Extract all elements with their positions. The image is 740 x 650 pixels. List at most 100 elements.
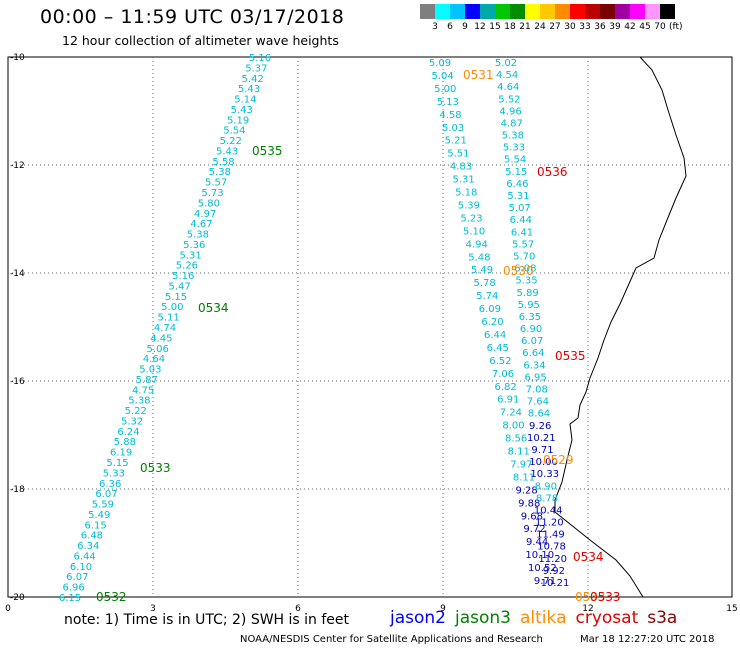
wave-height-value: 5.54 xyxy=(223,126,245,137)
wave-height-value: 5.88 xyxy=(114,437,136,448)
legend-swatch xyxy=(450,4,465,19)
wave-height-value: 6.07 xyxy=(521,336,543,347)
wave-height-value: 5.73 xyxy=(201,188,223,199)
wave-height-value: 5.26 xyxy=(176,261,198,272)
wave-height-value: 5.43 xyxy=(216,146,238,157)
wave-height-value: 5.16 xyxy=(249,53,271,64)
wave-height-value: 4.64 xyxy=(497,82,519,93)
wave-height-value: 4.87 xyxy=(501,118,523,129)
wave-height-value: 5.51 xyxy=(447,149,469,160)
pass-time-label: 0532 xyxy=(96,590,127,604)
legend-swatch xyxy=(465,4,480,19)
wave-height-value: 5.38 xyxy=(187,230,209,241)
legend-tick: 45 xyxy=(639,22,651,32)
y-tick-label: -16 xyxy=(10,377,25,387)
wave-height-value: 5.37 xyxy=(245,63,267,74)
wave-height-value: 5.19 xyxy=(227,115,249,126)
wave-height-value: 5.43 xyxy=(231,105,253,116)
timestamp-text: Mar 18 12:27:20 UTC 2018 xyxy=(580,634,715,645)
wave-height-value: 5.23 xyxy=(460,213,482,224)
plot-frame xyxy=(7,56,733,598)
coastline xyxy=(554,56,687,598)
wave-height-value: 4.64 xyxy=(143,354,165,365)
legend-unit: (ft) xyxy=(669,22,683,32)
wave-height-value: 10.78 xyxy=(537,542,566,553)
wave-height-value: 5.38 xyxy=(502,131,524,142)
wave-height-value: 9.71 xyxy=(531,445,553,456)
wave-height-value: 5.58 xyxy=(212,157,234,168)
satellite-label: cryosat xyxy=(575,608,639,628)
legend-tick: 9 xyxy=(462,22,468,32)
wave-height-value: 6.08 xyxy=(514,264,536,275)
wave-height-value: 7.06 xyxy=(492,369,514,380)
legend-tick: 24 xyxy=(534,22,546,32)
wave-height-value: 10.33 xyxy=(530,469,559,480)
map-title: 00:00 – 11:59 UTC 03/17/2018 xyxy=(40,6,345,28)
legend-swatch xyxy=(570,4,585,19)
note-text: note: 1) Time is in UTC; 2) SWH is in fe… xyxy=(64,612,350,628)
legend-tick: 36 xyxy=(594,22,606,32)
wave-height-value: 6.34 xyxy=(523,360,545,371)
map-subtitle: 12 hour collection of altimeter wave hei… xyxy=(62,33,339,48)
wave-height-value: 5.42 xyxy=(242,74,264,85)
wave-height-value: 4.74 xyxy=(154,323,176,334)
legend-tick: 3 xyxy=(432,22,438,32)
wave-height-value: 5.87 xyxy=(136,375,158,386)
wave-height-value: 5.36 xyxy=(183,240,205,251)
legend-swatch xyxy=(615,4,630,19)
wave-height-value: 5.09 xyxy=(429,58,451,69)
pass-time-label: 0534 xyxy=(573,550,604,564)
pass-time-label: 0531 xyxy=(463,68,494,82)
wave-height-value: 5.13 xyxy=(437,97,459,108)
wave-height-value: 5.48 xyxy=(468,252,490,263)
wave-height-value: 5.57 xyxy=(205,178,227,189)
wave-height-value: 10.21 xyxy=(527,433,556,444)
legend-tick: 30 xyxy=(564,22,576,32)
wave-height-value: 5.95 xyxy=(518,300,540,311)
wave-height-value: 5.11 xyxy=(158,313,180,324)
legend-swatch xyxy=(600,4,615,19)
wave-height-value: 9.92 xyxy=(543,566,565,577)
wave-height-value: 8.64 xyxy=(528,409,550,420)
wave-height-value: 5.78 xyxy=(473,278,495,289)
wave-height-value: 11.20 xyxy=(535,518,564,529)
wave-height-value: 9.71 xyxy=(534,576,556,587)
legend-tick: 12 xyxy=(474,22,486,32)
wave-height-value: 5.31 xyxy=(179,250,201,261)
wave-height-value: 8.00 xyxy=(502,421,524,432)
legend-swatch xyxy=(495,4,510,19)
wave-height-value: 5.00 xyxy=(434,84,456,95)
x-tick-label: 12 xyxy=(582,604,593,614)
wave-height-value: 4.96 xyxy=(499,106,521,117)
wave-height-value: 5.03 xyxy=(442,123,464,134)
legend-swatch xyxy=(660,4,675,19)
y-tick-label: -14 xyxy=(10,269,25,279)
wave-height-value: 6.09 xyxy=(479,304,501,315)
legend-swatch xyxy=(480,4,495,19)
wave-height-value: 8.11 xyxy=(508,447,530,458)
wave-height-value: 8.11 xyxy=(513,472,535,483)
pass-time-label: 0530 xyxy=(503,264,534,278)
wave-height-value: 4.94 xyxy=(466,239,488,250)
legend-tick: 42 xyxy=(624,22,636,32)
legend-tick: 27 xyxy=(549,22,561,32)
wave-height-value: 6.44 xyxy=(484,330,506,341)
wave-height-value: 5.07 xyxy=(509,203,531,214)
wave-height-value: 10.44 xyxy=(534,505,563,516)
x-tick-label: 0 xyxy=(5,604,11,614)
wave-height-value: 11.49 xyxy=(536,530,565,541)
wave-height-value: 5.15 xyxy=(106,458,128,469)
legend-swatch xyxy=(585,4,600,19)
legend-tick: 21 xyxy=(519,22,531,32)
satellite-label: s3a xyxy=(647,608,678,628)
wave-height-value: 5.06 xyxy=(147,344,169,355)
pass-time-label: 0534 xyxy=(198,301,229,315)
wave-height-value: 5.49 xyxy=(88,510,110,521)
wave-height-value: 7.08 xyxy=(526,385,548,396)
legend-swatch xyxy=(525,4,540,19)
y-tick-label: -18 xyxy=(10,485,25,495)
wave-height-value: 4.75 xyxy=(132,385,154,396)
wave-height-value: 6.45 xyxy=(487,343,509,354)
wave-height-value: 5.33 xyxy=(503,143,525,154)
y-tick-label: -12 xyxy=(10,161,25,171)
